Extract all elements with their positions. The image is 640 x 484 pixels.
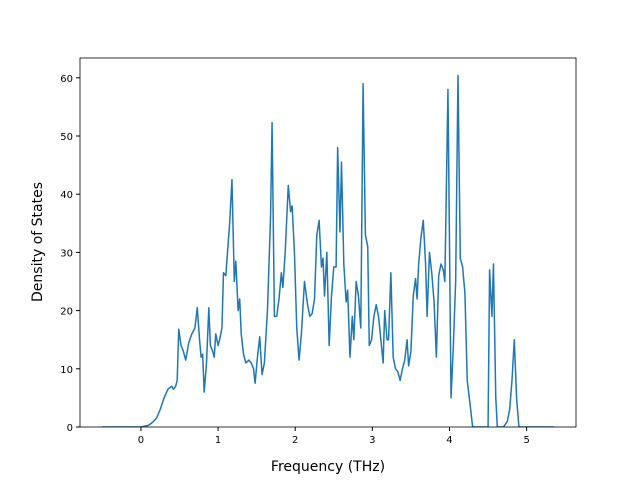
y-tick-label: 10 <box>60 365 73 376</box>
y-axis-label: Density of States <box>30 182 46 302</box>
y-tick-label: 40 <box>60 190 73 201</box>
x-tick-label: 2 <box>292 435 298 446</box>
x-tick-label: 3 <box>369 435 375 446</box>
y-tick-label: 30 <box>60 248 73 259</box>
x-axis-label: Frequency (THz) <box>271 459 385 475</box>
y-tick-label: 20 <box>60 307 73 318</box>
x-tick-label: 4 <box>446 435 452 446</box>
x-tick-label: 5 <box>523 435 529 446</box>
y-tick-label: 0 <box>67 423 73 434</box>
y-tick-label: 60 <box>60 74 73 85</box>
data-line <box>102 74 554 427</box>
y-tick-label: 50 <box>60 132 73 143</box>
x-tick-label: 0 <box>138 435 144 446</box>
x-tick-label: 1 <box>215 435 221 446</box>
plot-frame <box>79 57 577 428</box>
